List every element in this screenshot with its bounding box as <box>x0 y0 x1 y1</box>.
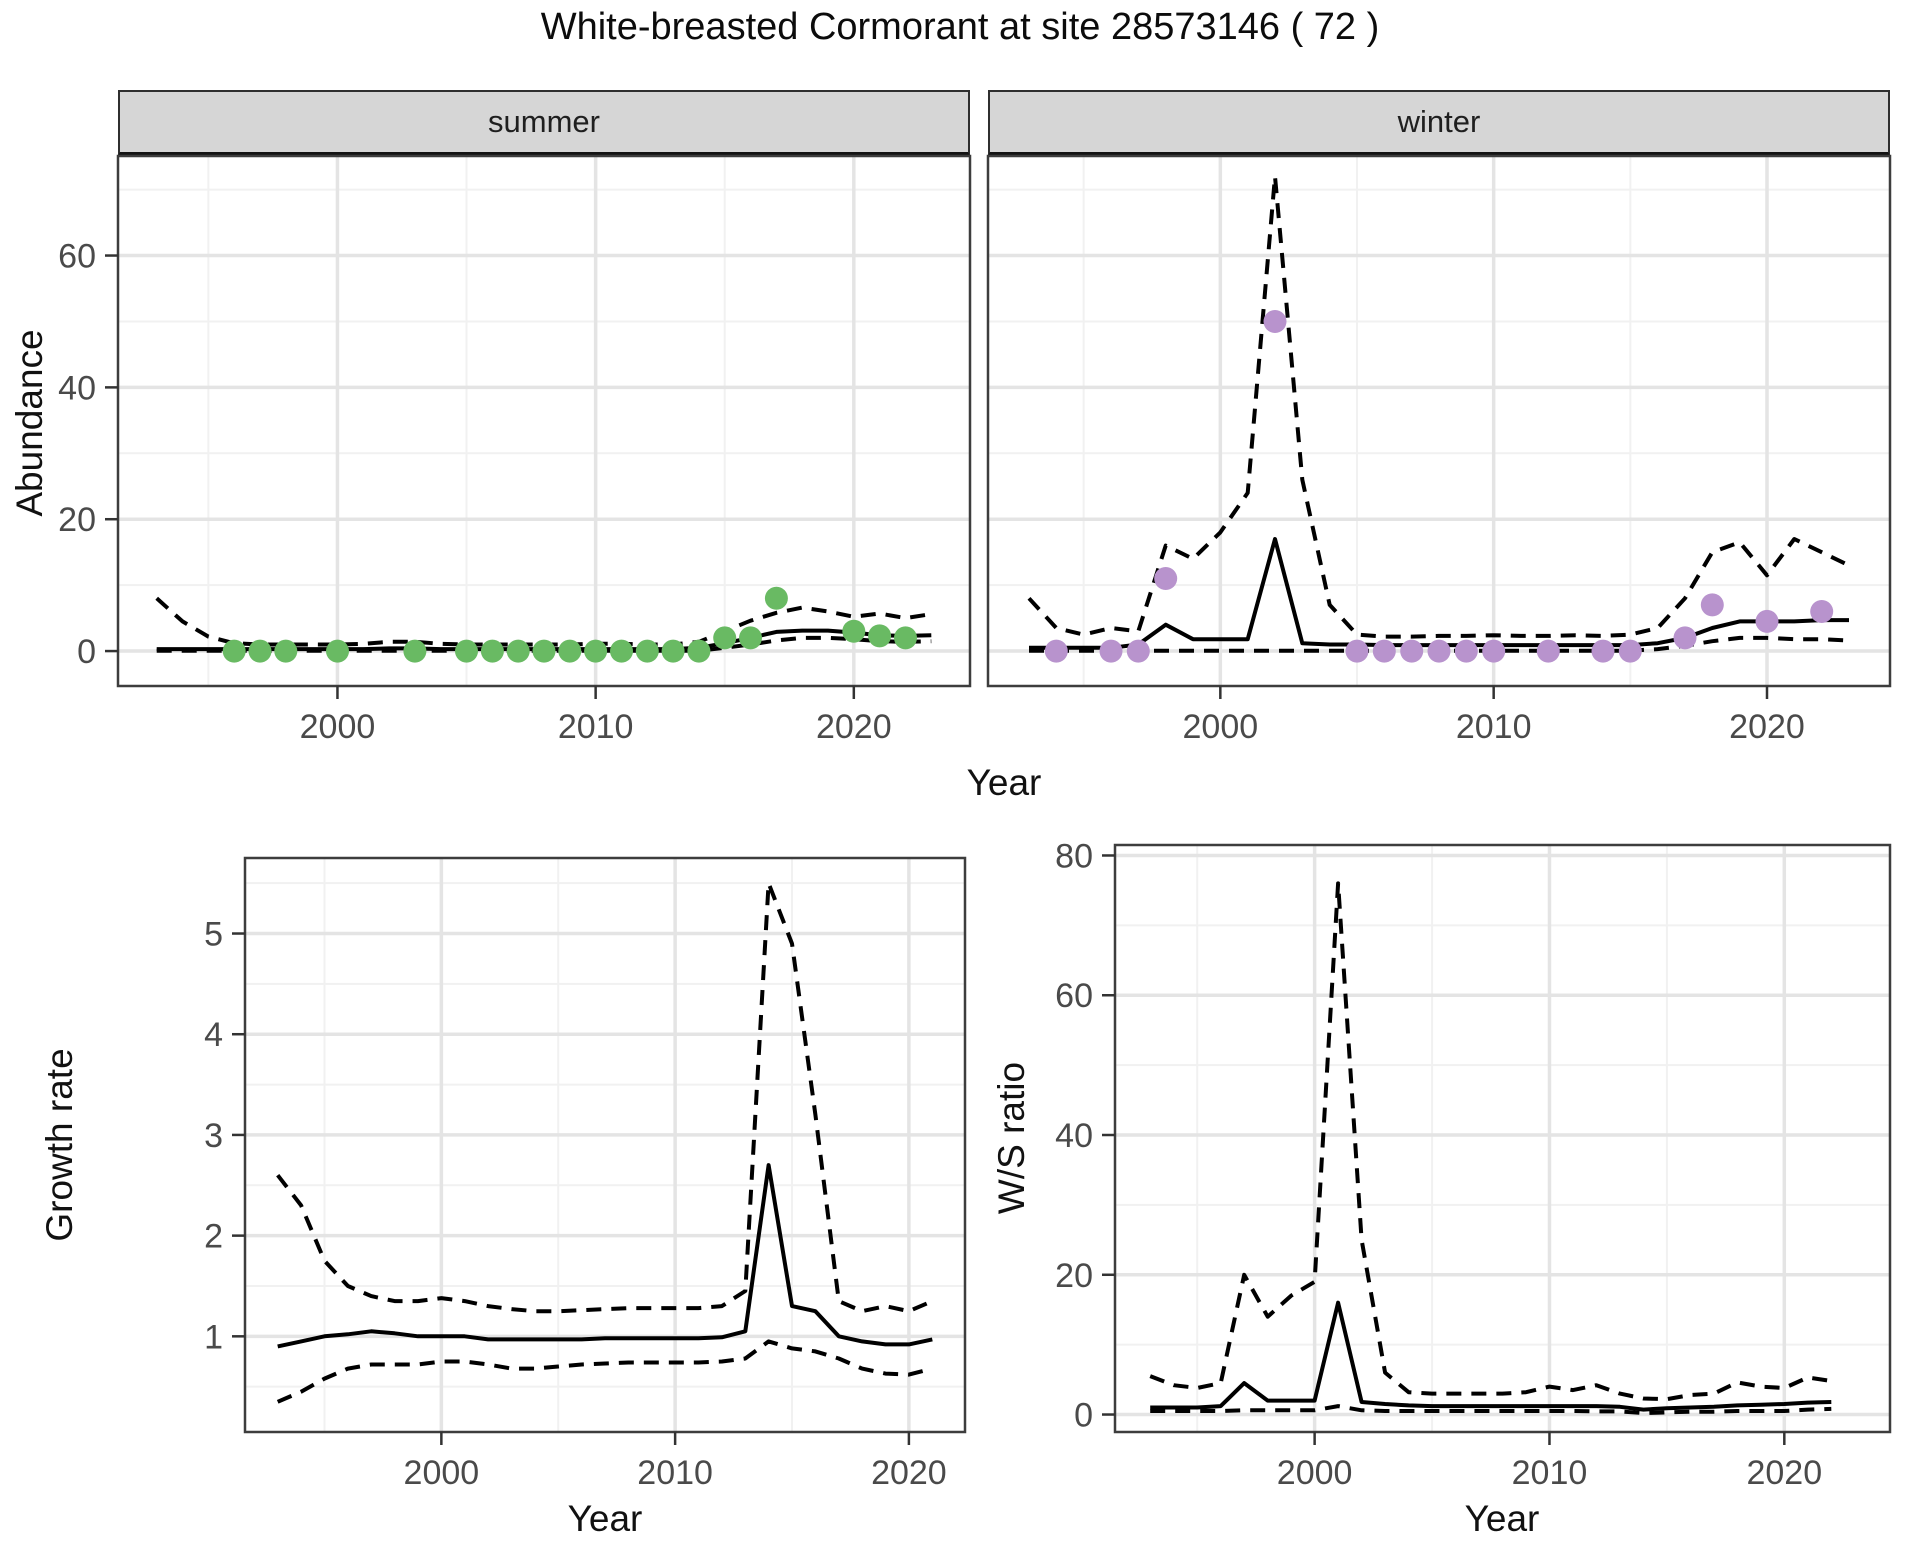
y-axis-label-growth-rate: Growth rate <box>39 1048 80 1242</box>
svg-text:5: 5 <box>204 916 223 954</box>
x-axis-label-year-top: Year <box>966 762 1042 803</box>
panel-ws-ratio: 2000 2010 2020 0 20 40 60 80 <box>1015 837 1892 1527</box>
svg-text:2000: 2000 <box>1183 708 1259 746</box>
svg-text:4: 4 <box>204 1016 223 1054</box>
facet-strip-summer-label: summer <box>488 104 600 139</box>
svg-text:3: 3 <box>204 1117 223 1155</box>
x-axis-label-year-ws: Year <box>1464 1498 1540 1539</box>
svg-text:2000: 2000 <box>404 1454 480 1492</box>
svg-text:2020: 2020 <box>1729 708 1805 746</box>
figure-title: White-breasted Cormorant at site 2857314… <box>540 6 1380 48</box>
svg-text:20: 20 <box>58 501 96 539</box>
svg-text:2010: 2010 <box>1456 708 1532 746</box>
svg-text:2020: 2020 <box>871 1454 947 1492</box>
svg-text:80: 80 <box>1055 837 1093 875</box>
svg-text:1: 1 <box>204 1318 223 1356</box>
svg-text:20: 20 <box>1055 1257 1093 1295</box>
svg-text:2020: 2020 <box>1746 1454 1822 1492</box>
x-axis-label-year-growth: Year <box>567 1498 643 1539</box>
svg-text:0: 0 <box>77 633 96 671</box>
svg-text:2010: 2010 <box>1512 1454 1588 1492</box>
svg-text:2000: 2000 <box>300 708 376 746</box>
svg-text:40: 40 <box>58 369 96 407</box>
svg-text:2010: 2010 <box>558 708 634 746</box>
svg-text:60: 60 <box>1055 977 1093 1015</box>
svg-text:0: 0 <box>1074 1397 1093 1435</box>
svg-text:60: 60 <box>58 238 96 276</box>
svg-text:2020: 2020 <box>816 708 892 746</box>
panel-growth-rate: 2000 2010 2020 1 2 3 4 5 <box>145 856 967 1527</box>
panel-abundance-summer: 2000 2010 2020 0 20 40 60 <box>36 154 972 781</box>
facet-strip-summer: summer <box>118 90 970 156</box>
panel-abundance-winter: 2000 2010 2020 <box>986 154 1892 781</box>
facet-strip-winter: winter <box>988 90 1890 156</box>
svg-text:2: 2 <box>204 1218 223 1256</box>
svg-text:40: 40 <box>1055 1117 1093 1155</box>
facet-strip-winter-label: winter <box>1397 104 1481 139</box>
svg-text:2000: 2000 <box>1277 1454 1353 1492</box>
svg-text:2010: 2010 <box>637 1454 713 1492</box>
